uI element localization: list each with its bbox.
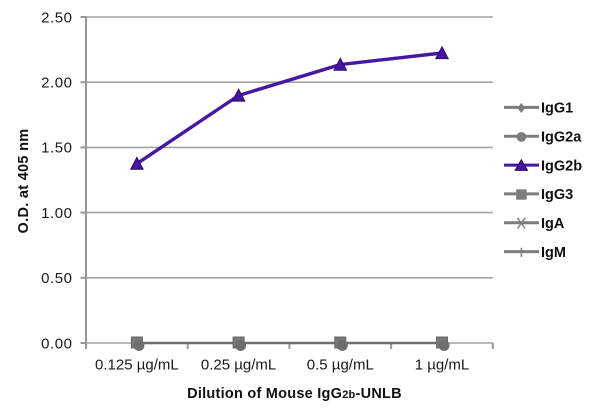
svg-text:Dilution of Mouse IgG2b-UNLB: Dilution of Mouse IgG2b-UNLB bbox=[187, 386, 402, 402]
svg-text:IgG2b: IgG2b bbox=[541, 158, 582, 174]
svg-text:0.50: 0.50 bbox=[41, 270, 72, 287]
svg-text:0.00: 0.00 bbox=[41, 335, 72, 352]
svg-text:O.D. at 405 nm: O.D. at 405 nm bbox=[16, 129, 32, 234]
svg-text:IgG3: IgG3 bbox=[541, 187, 573, 203]
svg-text:IgA: IgA bbox=[541, 216, 565, 232]
svg-text:0.25 µg/mL: 0.25 µg/mL bbox=[201, 357, 276, 374]
svg-text:2.50: 2.50 bbox=[41, 9, 72, 26]
svg-text:2.00: 2.00 bbox=[41, 75, 72, 92]
svg-text:1 µg/mL: 1 µg/mL bbox=[415, 357, 470, 374]
svg-text:IgG1: IgG1 bbox=[541, 101, 573, 117]
svg-text:1.50: 1.50 bbox=[41, 140, 72, 157]
svg-text:0.125 µg/mL: 0.125 µg/mL bbox=[95, 357, 179, 374]
svg-text:IgG2a: IgG2a bbox=[541, 130, 582, 146]
svg-text:IgM: IgM bbox=[541, 245, 566, 261]
svg-text:0.5 µg/mL: 0.5 µg/mL bbox=[307, 357, 374, 374]
svg-text:1.00: 1.00 bbox=[41, 205, 72, 222]
